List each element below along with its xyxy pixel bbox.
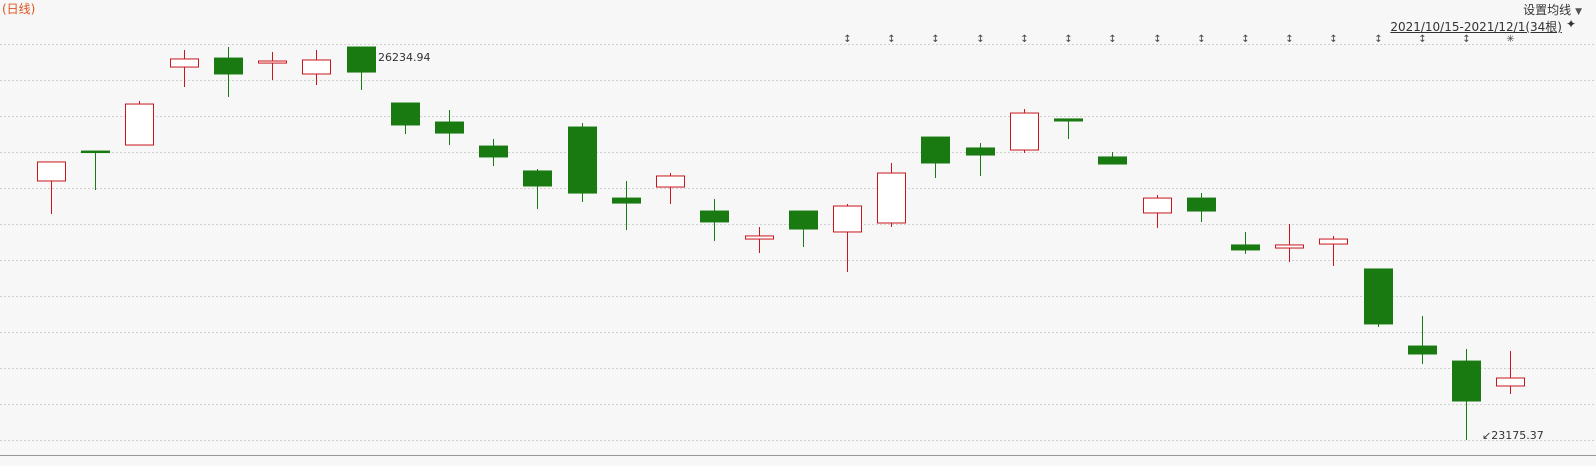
candle[interactable] [214,47,243,97]
candle[interactable] [170,49,199,87]
candle-body [1319,238,1348,245]
updown-marker-icon: ↕ [1197,34,1205,45]
candle-body [258,60,287,64]
candle-body [568,126,597,194]
candle[interactable] [1231,231,1260,254]
candle-body [789,210,818,230]
candle[interactable] [125,100,154,146]
candle[interactable] [1319,235,1348,267]
candle-body [1496,377,1525,387]
candle-body [523,170,552,187]
candle-body [1452,360,1481,402]
candle[interactable] [656,173,685,204]
candle-body [1364,268,1393,325]
candle[interactable] [1408,315,1437,365]
updown-marker-icon: ↕ [1064,34,1072,45]
candle-body [833,205,862,233]
candle-body [1143,197,1172,214]
updown-marker-icon: ↕ [1020,34,1028,45]
candle-body [700,210,729,223]
candle-body [1010,112,1039,151]
candle[interactable] [302,49,331,86]
candle[interactable] [921,136,950,179]
max-price-label: 26234.94 [378,51,431,64]
candle[interactable] [966,142,995,176]
candle[interactable] [1187,193,1216,222]
updown-marker-icon: ↕ [1418,34,1426,45]
ma-settings-label: 设置均线 [1523,3,1572,17]
period-label: (日线) [2,2,36,16]
candle-body [1408,345,1437,355]
candle[interactable] [1452,348,1481,441]
candle[interactable] [745,226,774,254]
candle-body [612,197,641,204]
candle-body [214,57,243,75]
date-range-link[interactable]: 2021/10/15-2021/12/1(34根) [1390,20,1562,34]
candle[interactable] [1496,351,1525,394]
candle[interactable] [81,150,110,190]
updown-marker-icon: ↕ [1374,34,1382,45]
candle[interactable] [258,52,287,81]
candle-body [37,161,66,182]
candle-body [347,46,376,73]
candle-body [302,59,331,75]
candle[interactable] [877,162,906,227]
candle[interactable] [700,198,729,241]
candle[interactable] [391,102,420,134]
candle[interactable] [1010,109,1039,153]
updown-marker-icon: ↕ [1153,34,1161,45]
candle-body [479,145,508,158]
updown-marker-icon: ↕ [1241,34,1249,45]
candle-body [1187,197,1216,212]
candle-body [921,136,950,164]
chevron-down-icon: ▼ [1575,7,1582,17]
candle-body [170,58,199,68]
candle-body [877,172,906,224]
candle[interactable] [612,180,641,231]
updown-marker-icon: ↕ [843,34,851,45]
candle[interactable] [1275,224,1304,263]
candle-body [1054,118,1083,122]
candle-body [966,147,995,156]
candle-body [1275,244,1304,249]
candle-body [435,121,464,134]
asterisk-marker-icon: ✳ [1506,34,1514,45]
updown-marker-icon: ↕ [1329,34,1337,45]
candle[interactable] [1054,118,1083,139]
candle[interactable] [347,46,376,91]
updown-marker-icon: ↕ [931,34,939,45]
candle-body [745,235,774,240]
candle[interactable] [568,123,597,203]
candle[interactable] [435,109,464,146]
min-price-label: ↙23175.37 [1482,429,1544,442]
candle[interactable] [1143,194,1172,228]
candle-body [81,150,110,154]
candle-body [1098,156,1127,165]
candle[interactable] [833,203,862,273]
candle-body [1231,244,1260,251]
candle[interactable] [479,138,508,166]
updown-marker-icon: ↕ [1108,34,1116,45]
candle[interactable] [37,161,66,214]
updown-marker-icon: ↕ [887,34,895,45]
candle-body [656,175,685,188]
candle[interactable] [1098,151,1127,165]
pin-icon[interactable]: ✦ [1565,17,1576,31]
candle-body [391,102,420,126]
candle[interactable] [523,169,552,209]
updown-marker-icon: ↕ [1462,34,1470,45]
ma-settings-dropdown[interactable]: 设置均线 ▼ [1523,1,1582,18]
updown-marker-icon: ↕ [976,34,984,45]
updown-marker-icon: ↕ [1285,34,1293,45]
candle[interactable] [1364,268,1393,328]
candle[interactable] [789,210,818,248]
candle-body [125,103,154,146]
